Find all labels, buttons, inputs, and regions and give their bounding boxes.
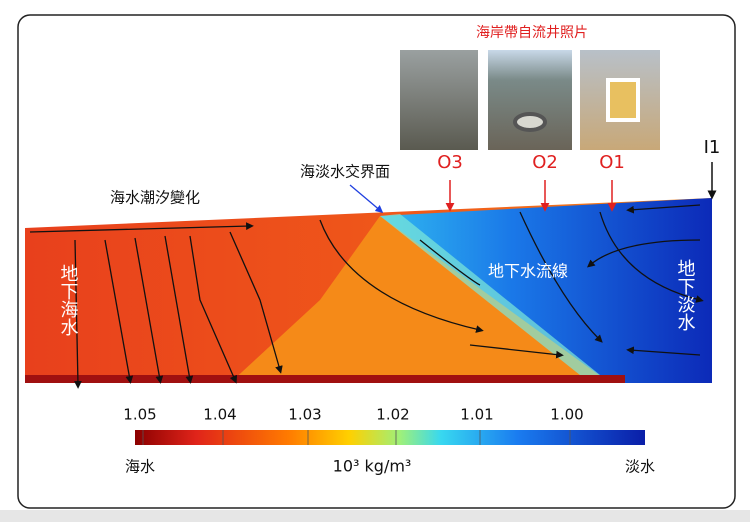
outlet-label: O2 (532, 152, 558, 173)
well-pipe (513, 112, 547, 132)
bottle (606, 78, 640, 122)
fresh-label: 地下淡水 (675, 259, 696, 331)
inlet-label: I1 (704, 137, 721, 158)
colorbar (135, 430, 645, 445)
colorbar-tick-label: 1.00 (550, 406, 583, 424)
colorbar-tick-label: 1.01 (460, 406, 493, 424)
colorbar-tick-label: 1.04 (203, 406, 236, 424)
colorbar-left-label: 海水 (125, 458, 155, 476)
outlet-label: O1 (599, 152, 625, 173)
photo (488, 50, 572, 150)
colorbar-right-label: 淡水 (625, 458, 655, 476)
interface-label: 海淡水交界面 (300, 163, 390, 181)
colorbar-unit: 10³ kg/m³ (333, 457, 412, 476)
bottom-layer (25, 375, 625, 383)
photos-title: 海岸帶自流井照片 (476, 25, 588, 41)
tide-label: 海水潮汐變化 (110, 189, 200, 207)
colorbar-tick-label: 1.03 (288, 406, 321, 424)
streamline-label: 地下水流線 (488, 262, 568, 281)
bottom-bar (0, 510, 750, 522)
outlet-label: O3 (437, 152, 463, 173)
interface-zone (380, 214, 610, 383)
colorbar-tick-label: 1.05 (123, 406, 156, 424)
colorbar-tick-label: 1.02 (376, 406, 409, 424)
mixing-zone (230, 216, 610, 383)
saline-label: 地下海水 (58, 264, 79, 336)
photo (400, 50, 478, 150)
interface-arrow (349, 184, 384, 214)
streamlines (29, 204, 704, 389)
fresh-zone (380, 198, 712, 383)
